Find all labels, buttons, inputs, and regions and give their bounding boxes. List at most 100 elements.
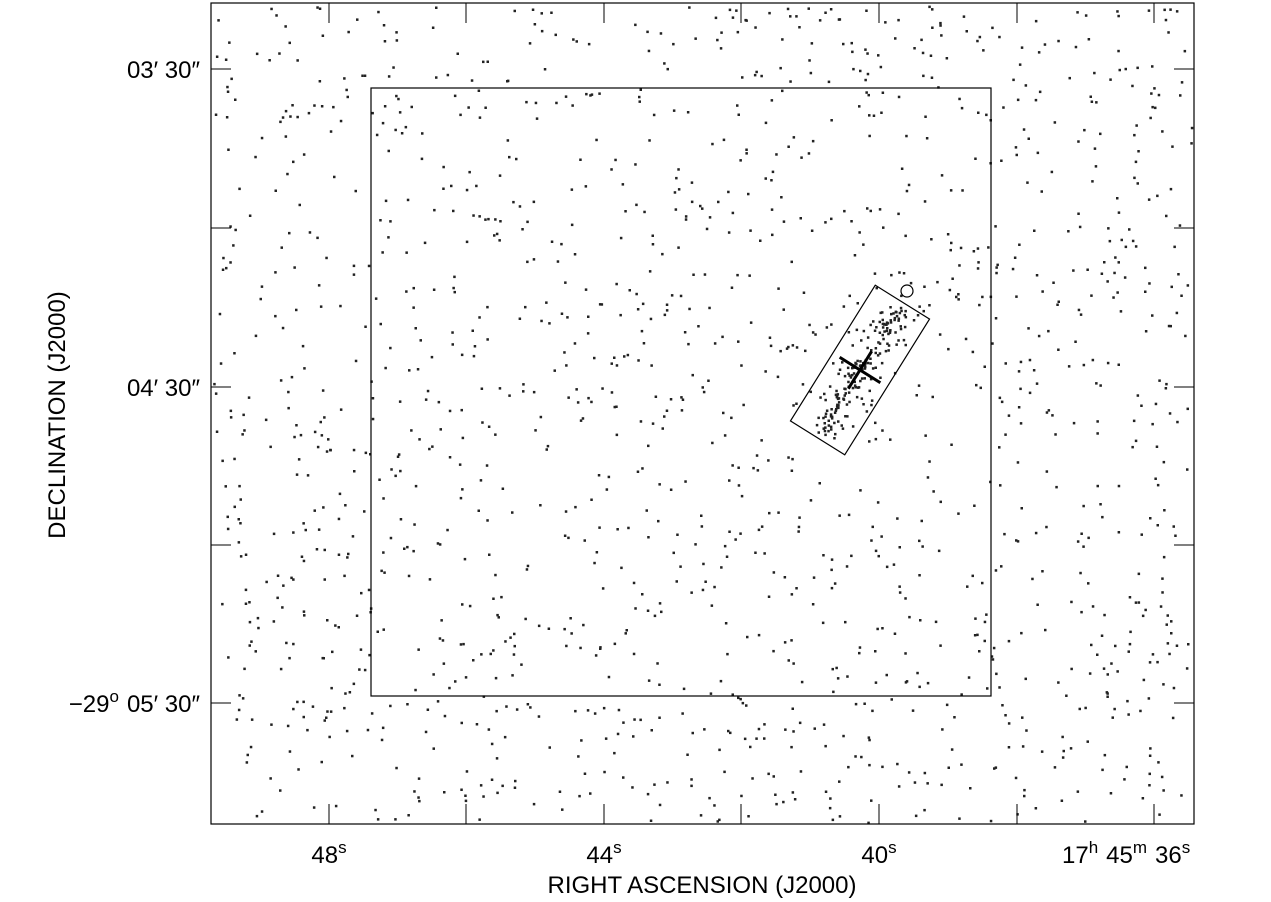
event-dot [1165, 387, 1168, 390]
event-dot [1020, 422, 1023, 425]
event-dot [1103, 614, 1106, 617]
event-dot [637, 308, 640, 311]
event-dot [622, 183, 625, 186]
event-dot [898, 585, 901, 588]
tick-text: −29 [69, 691, 110, 718]
event-dot [908, 184, 911, 187]
event-dot [437, 700, 440, 703]
event-dot [904, 597, 907, 600]
event-dot [799, 722, 802, 725]
event-dot [245, 603, 248, 606]
event-dot [1155, 403, 1158, 406]
event-dot [448, 687, 451, 690]
event-dot [829, 385, 832, 388]
event-dot [1129, 631, 1132, 634]
event-dot [657, 520, 660, 523]
event-dot [924, 772, 927, 775]
event-dot [871, 399, 874, 402]
event-dot [798, 526, 801, 529]
event-dot [1025, 729, 1028, 732]
event-dot [472, 659, 475, 662]
event-dot [1015, 777, 1018, 780]
event-dot [587, 332, 590, 335]
event-dot [844, 415, 847, 418]
event-dot [897, 19, 900, 22]
event-dot [608, 676, 611, 679]
event-dot [431, 356, 434, 359]
event-dot [666, 410, 669, 413]
event-dot [711, 604, 714, 607]
event-dot [768, 12, 771, 15]
event-dot [314, 509, 317, 512]
event-dot [900, 328, 903, 331]
event-dot [974, 634, 977, 637]
event-dot [394, 818, 397, 821]
event-dot [834, 582, 837, 585]
event-dot [1117, 15, 1120, 17]
event-dot [330, 710, 333, 713]
event-dot [749, 746, 752, 749]
event-dot [673, 552, 676, 555]
event-dot [777, 511, 780, 514]
event-dot [593, 562, 596, 565]
event-dot [866, 410, 869, 413]
event-dot [491, 779, 494, 782]
event-dot [838, 514, 841, 517]
event-dot [564, 281, 567, 284]
event-dot [851, 374, 854, 377]
event-dot [480, 784, 483, 787]
event-dot [225, 59, 228, 62]
event-dot [977, 261, 980, 264]
event-dot [217, 19, 220, 22]
event-dot [611, 391, 614, 394]
event-dot [382, 122, 385, 125]
event-dot [421, 158, 424, 161]
event-dot [868, 736, 871, 739]
event-dot [349, 691, 352, 694]
event-dot [567, 537, 570, 540]
event-dot [939, 22, 942, 25]
event-dot [295, 424, 298, 427]
event-dot [450, 185, 453, 188]
event-dot [508, 394, 511, 397]
event-dot [878, 555, 881, 558]
event-dot [810, 499, 813, 502]
event-dot [268, 59, 271, 62]
event-dot [529, 706, 532, 709]
event-dot [496, 614, 499, 617]
event-dot [1140, 405, 1143, 408]
event-dot [825, 413, 828, 416]
event-dot [1094, 147, 1097, 150]
event-dot [319, 80, 322, 83]
event-dot [949, 289, 952, 292]
event-dot [242, 697, 245, 700]
event-dot [864, 48, 867, 51]
event-dot [213, 383, 216, 386]
event-dot [613, 357, 616, 360]
event-dot [685, 218, 688, 221]
event-dot [238, 709, 241, 712]
event-dot [804, 350, 807, 353]
event-dot [1051, 414, 1054, 417]
event-dot [396, 39, 399, 42]
event-dot [227, 516, 230, 519]
event-dot [326, 710, 329, 713]
event-dot [637, 471, 640, 474]
event-dot [240, 498, 243, 501]
event-dot [356, 615, 359, 618]
event-dot [363, 510, 366, 513]
event-dot [889, 438, 892, 441]
event-dot [998, 446, 1001, 449]
event-dot [867, 73, 870, 76]
event-dot [941, 174, 944, 177]
event-dot [344, 504, 347, 507]
event-dot [374, 809, 377, 812]
event-dot [995, 266, 998, 269]
event-dot [1061, 800, 1064, 803]
event-dot [784, 641, 787, 644]
event-dot [617, 733, 620, 736]
event-dot [440, 428, 443, 431]
y-tick-label: −29o05′ 30″ [69, 687, 201, 718]
event-dot [343, 575, 346, 578]
event-dot [504, 640, 507, 643]
